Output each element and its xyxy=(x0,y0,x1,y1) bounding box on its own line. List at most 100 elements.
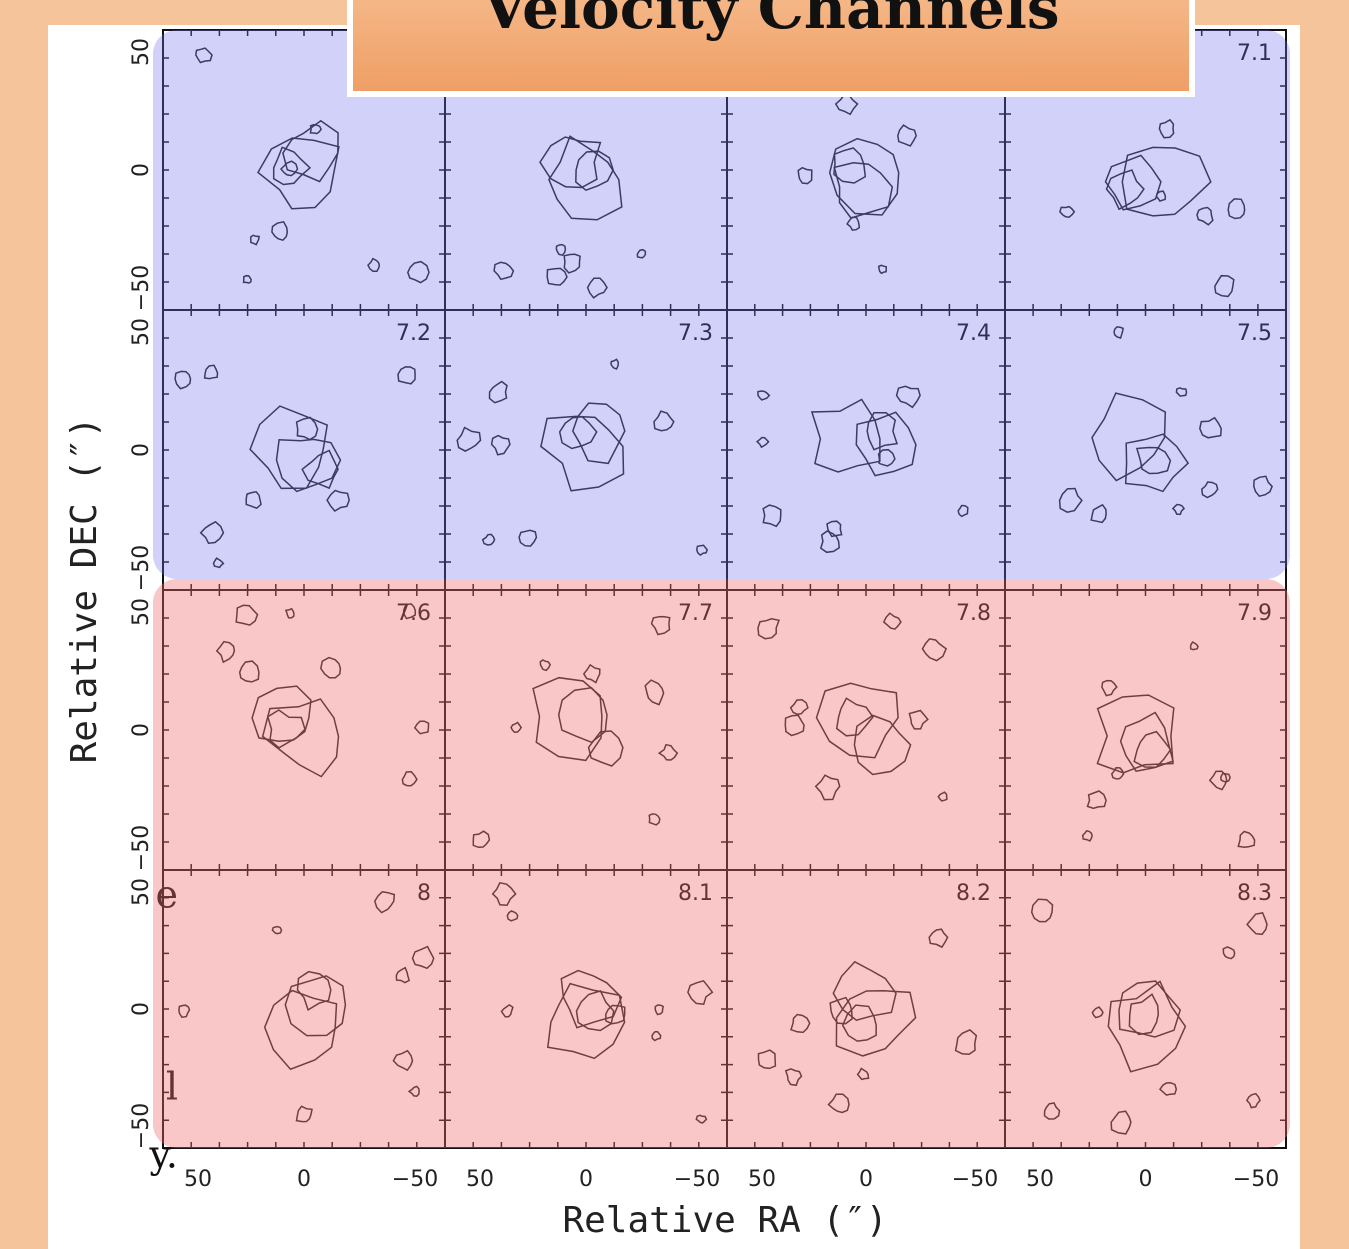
tick-mark xyxy=(1005,30,1286,310)
contour xyxy=(828,137,900,216)
tick-mark xyxy=(1005,30,1286,310)
contour xyxy=(1101,679,1118,697)
contour xyxy=(1121,146,1212,217)
contour xyxy=(644,679,665,706)
contour xyxy=(762,504,782,528)
x-tick-label: 0 xyxy=(579,1167,593,1192)
contour xyxy=(856,1067,870,1081)
tick-mark xyxy=(163,310,445,590)
tick-mark xyxy=(163,590,445,870)
contour xyxy=(784,1068,803,1087)
contour xyxy=(1110,767,1125,780)
tick-mark xyxy=(163,590,445,870)
tick-mark xyxy=(163,590,445,870)
x-axis-label: Relative RA (″) xyxy=(562,1200,887,1241)
tick-mark xyxy=(445,310,727,590)
tick-mark xyxy=(727,590,1005,870)
contour xyxy=(571,402,626,465)
contour xyxy=(937,791,948,802)
contour xyxy=(546,982,626,1060)
contour xyxy=(1133,730,1172,768)
tick-mark xyxy=(163,870,445,1148)
tick-mark xyxy=(445,590,727,870)
tick-mark xyxy=(1005,310,1286,590)
contour xyxy=(506,910,519,922)
y-tick-label: 0 xyxy=(129,443,154,457)
channel-label: 8.3 xyxy=(1237,881,1272,906)
tick-mark xyxy=(163,870,445,1148)
contour xyxy=(401,771,418,787)
contour xyxy=(500,1003,514,1018)
tick-mark xyxy=(727,870,1005,1148)
contour xyxy=(1135,446,1172,475)
tick-mark xyxy=(727,310,1005,590)
tick-mark xyxy=(163,310,445,590)
contour xyxy=(301,449,339,490)
tick-mark xyxy=(1005,310,1286,590)
contour xyxy=(282,119,339,183)
contour xyxy=(546,267,568,286)
contour xyxy=(1199,416,1222,439)
x-tick-label: 50 xyxy=(748,1167,776,1192)
tick-mark xyxy=(727,310,1005,590)
contour xyxy=(284,975,347,1037)
contour xyxy=(548,135,623,221)
tick-mark xyxy=(727,590,1005,870)
contour xyxy=(797,166,813,185)
tick-mark xyxy=(163,30,445,310)
tick-mark xyxy=(445,870,727,1148)
channel-label: 7.3 xyxy=(678,321,713,346)
contour xyxy=(411,945,435,970)
contour xyxy=(1201,481,1219,499)
red-highlight xyxy=(153,579,1290,1148)
contour xyxy=(493,261,515,281)
contour xyxy=(575,989,615,1032)
tick-mark xyxy=(727,310,1005,590)
contour xyxy=(587,730,624,767)
contour xyxy=(827,1093,850,1114)
contour xyxy=(518,529,538,547)
contour xyxy=(481,533,496,546)
contour xyxy=(373,891,396,914)
contour xyxy=(319,656,342,679)
contour xyxy=(819,530,840,554)
tick-mark xyxy=(727,870,1005,1148)
contour xyxy=(539,659,552,672)
tick-mark xyxy=(1005,590,1286,870)
tick-mark xyxy=(727,310,1005,590)
tick-mark xyxy=(727,590,1005,870)
tick-mark xyxy=(1005,310,1286,590)
contour xyxy=(814,774,841,801)
tick-mark xyxy=(163,590,445,870)
x-tick-label: 50 xyxy=(184,1167,212,1192)
tick-mark xyxy=(445,870,727,1148)
tick-mark xyxy=(163,590,445,870)
contour xyxy=(610,358,620,370)
channel-label: 7.8 xyxy=(956,601,991,626)
contour xyxy=(1246,912,1268,936)
tick-mark xyxy=(1005,870,1286,1148)
contour xyxy=(1043,1102,1061,1120)
x-tick-label: 50 xyxy=(1026,1167,1054,1192)
contour xyxy=(491,881,517,906)
tick-mark xyxy=(163,870,445,1148)
tick-mark xyxy=(445,590,727,870)
tick-mark xyxy=(1005,870,1286,1148)
tick-mark xyxy=(445,310,727,590)
contour xyxy=(395,966,411,984)
tick-mark xyxy=(1005,870,1286,1148)
contour xyxy=(1237,830,1256,849)
tick-mark xyxy=(445,310,727,590)
tick-mark xyxy=(1005,590,1286,870)
y-tick-label: 0 xyxy=(129,1002,154,1016)
contour xyxy=(826,520,843,538)
tick-mark xyxy=(163,870,445,1148)
contour xyxy=(757,1049,777,1070)
tick-mark xyxy=(727,870,1005,1148)
contour xyxy=(490,434,511,456)
tick-mark xyxy=(1005,870,1286,1148)
contour xyxy=(853,714,912,776)
contour xyxy=(1159,1081,1178,1096)
tick-mark xyxy=(727,870,1005,1148)
contour xyxy=(555,243,567,257)
